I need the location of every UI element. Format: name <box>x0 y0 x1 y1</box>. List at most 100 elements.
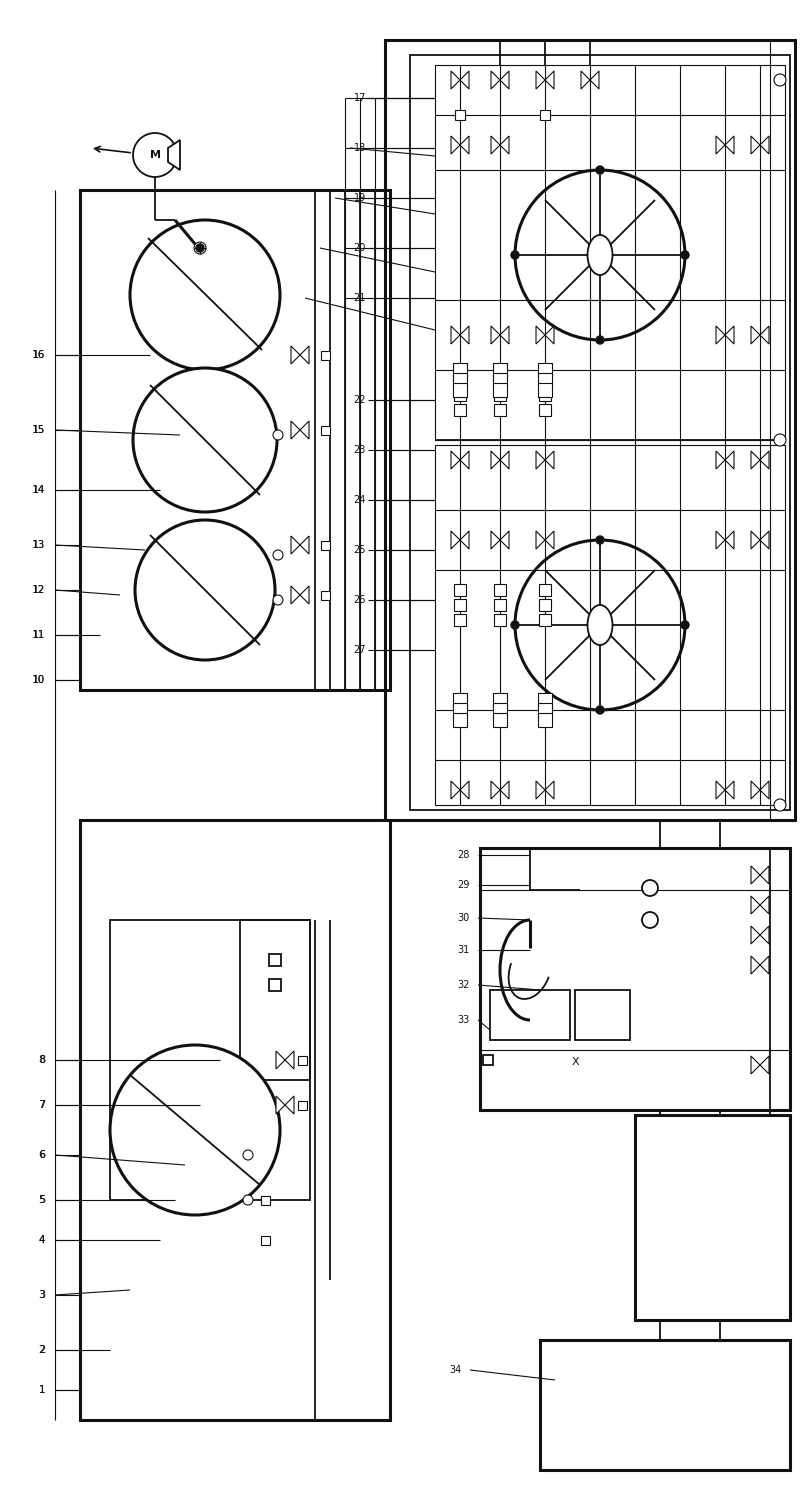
Bar <box>453 713 467 728</box>
Circle shape <box>681 620 689 629</box>
Bar <box>490 990 570 1040</box>
Bar <box>453 693 467 707</box>
Circle shape <box>515 540 685 710</box>
Bar <box>538 382 552 397</box>
Circle shape <box>596 167 604 174</box>
Text: 34: 34 <box>450 1364 462 1375</box>
Polygon shape <box>590 71 599 89</box>
Bar <box>494 373 506 385</box>
Bar <box>385 40 795 820</box>
Text: 32: 32 <box>458 981 470 990</box>
Circle shape <box>511 251 519 259</box>
Polygon shape <box>460 531 469 549</box>
Text: 2: 2 <box>38 1345 45 1356</box>
Text: 20: 20 <box>354 243 366 253</box>
Polygon shape <box>545 71 554 89</box>
Text: 5: 5 <box>38 1195 45 1205</box>
Polygon shape <box>751 896 760 914</box>
Bar <box>538 693 552 707</box>
Bar <box>455 110 465 121</box>
Polygon shape <box>751 135 760 153</box>
Bar <box>538 373 552 387</box>
Polygon shape <box>760 955 769 975</box>
Polygon shape <box>716 451 725 469</box>
Text: 16: 16 <box>33 350 45 360</box>
Polygon shape <box>545 326 554 344</box>
Bar <box>453 702 467 717</box>
Text: X: X <box>571 1056 579 1067</box>
Circle shape <box>243 1150 253 1161</box>
Polygon shape <box>751 926 760 943</box>
Bar <box>261 1235 270 1244</box>
Polygon shape <box>300 421 309 439</box>
Bar <box>240 920 310 1080</box>
Bar <box>110 920 310 1199</box>
Circle shape <box>596 336 604 344</box>
Bar <box>539 405 551 417</box>
Polygon shape <box>545 781 554 799</box>
Circle shape <box>110 1045 280 1216</box>
Text: 10: 10 <box>32 676 45 684</box>
Polygon shape <box>451 71 460 89</box>
Text: 6: 6 <box>38 1150 45 1161</box>
Bar <box>494 600 506 612</box>
Polygon shape <box>760 531 769 549</box>
Bar <box>494 388 506 400</box>
Circle shape <box>273 595 283 606</box>
Polygon shape <box>451 135 460 153</box>
Polygon shape <box>536 326 545 344</box>
Circle shape <box>133 368 277 512</box>
Polygon shape <box>460 326 469 344</box>
Text: 4: 4 <box>39 1235 45 1245</box>
Polygon shape <box>460 451 469 469</box>
Polygon shape <box>760 926 769 943</box>
Text: 3: 3 <box>38 1290 45 1301</box>
Polygon shape <box>168 140 180 170</box>
Circle shape <box>273 430 283 440</box>
Polygon shape <box>460 71 469 89</box>
Circle shape <box>133 132 177 177</box>
Circle shape <box>511 620 519 629</box>
Polygon shape <box>725 451 734 469</box>
Text: 8: 8 <box>39 1055 45 1065</box>
Polygon shape <box>285 1051 294 1068</box>
Bar <box>453 382 467 397</box>
Text: 27: 27 <box>354 644 366 655</box>
Bar <box>453 373 467 387</box>
Ellipse shape <box>587 235 613 275</box>
Circle shape <box>130 220 280 371</box>
Circle shape <box>243 1195 253 1205</box>
Polygon shape <box>491 326 500 344</box>
Circle shape <box>596 536 604 545</box>
Text: 7: 7 <box>38 1100 45 1110</box>
Circle shape <box>194 243 206 254</box>
Polygon shape <box>760 451 769 469</box>
Bar <box>493 382 507 397</box>
Polygon shape <box>760 326 769 344</box>
Text: M: M <box>150 150 161 161</box>
Bar <box>494 583 506 597</box>
Polygon shape <box>500 135 509 153</box>
Bar <box>493 373 507 387</box>
Text: 14: 14 <box>33 485 45 496</box>
Bar <box>321 591 330 600</box>
Polygon shape <box>545 531 554 549</box>
Polygon shape <box>716 135 725 153</box>
Circle shape <box>774 434 786 446</box>
Text: 31: 31 <box>458 945 470 955</box>
Text: 11: 11 <box>32 629 45 640</box>
Text: 30: 30 <box>458 914 470 923</box>
Text: 6: 6 <box>39 1150 45 1161</box>
Polygon shape <box>760 866 769 884</box>
Polygon shape <box>300 536 309 554</box>
Bar <box>635 1115 790 1320</box>
Bar <box>321 351 330 360</box>
Text: 23: 23 <box>354 445 366 455</box>
Polygon shape <box>491 71 500 89</box>
Bar <box>454 388 466 400</box>
Text: 14: 14 <box>32 485 45 496</box>
Polygon shape <box>291 536 300 554</box>
Polygon shape <box>545 451 554 469</box>
Text: 21: 21 <box>354 293 366 304</box>
Bar <box>261 1195 270 1204</box>
